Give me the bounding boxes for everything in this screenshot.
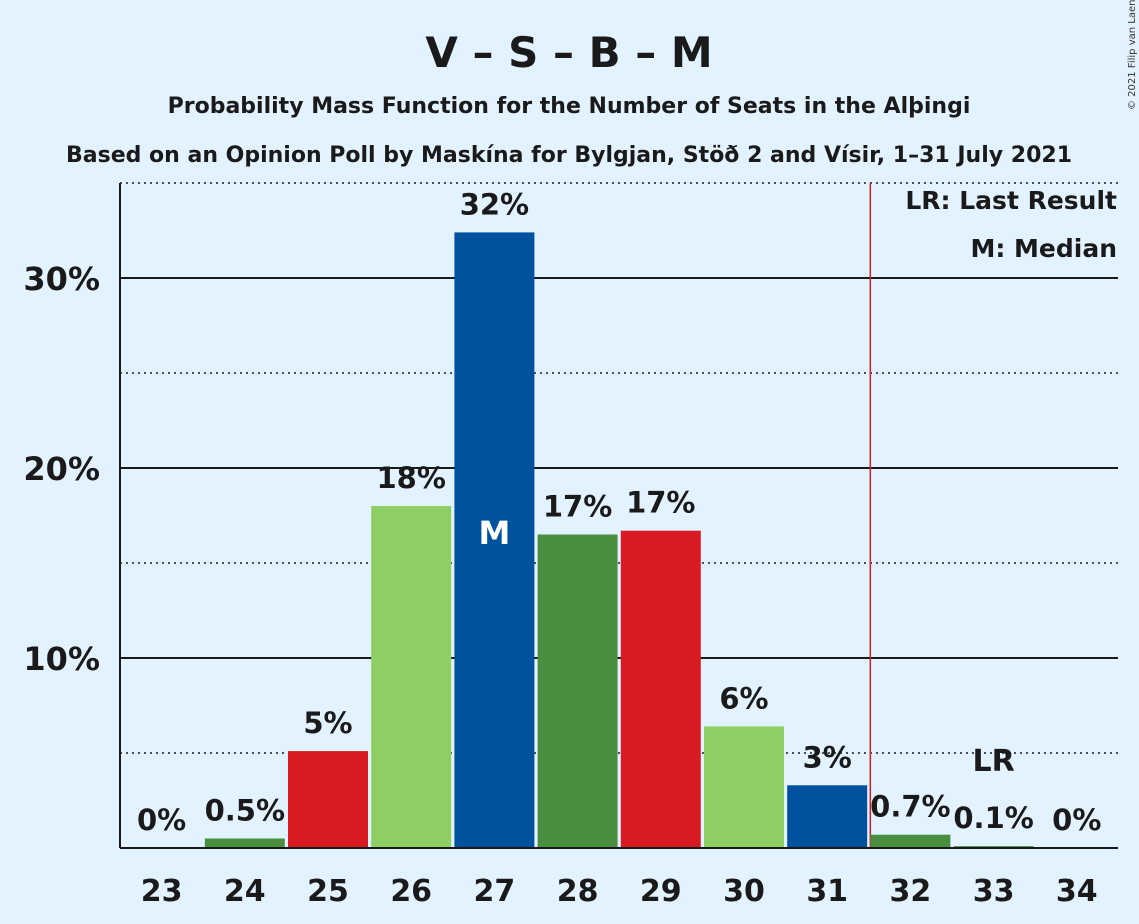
data-label-seat-33: 0.1% [953,801,1033,835]
bar-seat-30 [704,726,784,848]
data-label-seat-32: 0.7% [870,790,950,824]
x-tick-label: 24 [224,874,266,909]
x-tick-label: 26 [390,874,432,909]
last-result-marker: LR [972,744,1014,779]
median-marker: M [478,514,510,552]
bar-seat-28 [537,534,618,848]
data-label-seat-27: 32% [460,187,529,221]
copyright-note: © 2021 Filip van Laenen [1127,0,1138,110]
bar-seat-27 [454,232,535,848]
bar-seat-31 [787,785,868,848]
data-label-seat-30: 6% [719,681,768,715]
data-label-seat-29: 17% [626,486,695,520]
x-tick-label: 33 [973,874,1015,909]
chart-subtitle-poll: Based on an Opinion Poll by Maskína for … [66,143,1072,168]
data-label-seat-23: 0% [137,803,186,837]
bars [204,232,1034,848]
x-tick-label: 23 [141,874,183,909]
data-label-seat-34: 0% [1052,803,1101,837]
chart-title: V – S – B – M [425,28,712,77]
x-tick-label: 31 [806,874,848,909]
x-tick-label: 30 [723,874,765,909]
x-tick-label: 32 [890,874,932,909]
data-label-seat-26: 18% [376,461,445,495]
bar-seat-24 [204,838,285,848]
data-label-seat-31: 3% [803,740,852,774]
y-tick-label: 30% [23,260,100,298]
data-label-seat-25: 5% [303,706,352,740]
x-tick-label: 27 [474,874,516,909]
x-tick-label: 29 [640,874,682,909]
data-label-seat-24: 0.5% [205,794,285,828]
x-tick-label: 34 [1056,874,1098,909]
legend-median: M: Median [970,234,1117,263]
legend-last-result: LR: Last Result [905,186,1117,215]
grid-lines [120,182,1118,848]
y-tick-label: 20% [23,450,100,488]
x-tick-label: 28 [557,874,599,909]
data-label-seat-28: 17% [543,490,612,524]
x-tick-label: 25 [307,874,349,909]
chart-subtitle: Probability Mass Function for the Number… [168,94,971,119]
data-labels: 0% 0.5% 5% 18% 32% M 17% 17% 6% 3% 0.7% 0.1% LR 0% [137,187,1101,837]
y-tick-label: 10% [23,640,100,678]
bar-seat-32 [870,834,951,848]
bar-seat-26 [371,506,452,848]
bar-seat-25 [288,751,368,848]
bar-seat-29 [620,530,701,848]
axes: 10% 20% 30% 23 24 25 26 27 28 29 30 31 32 33 34 [23,183,1118,909]
